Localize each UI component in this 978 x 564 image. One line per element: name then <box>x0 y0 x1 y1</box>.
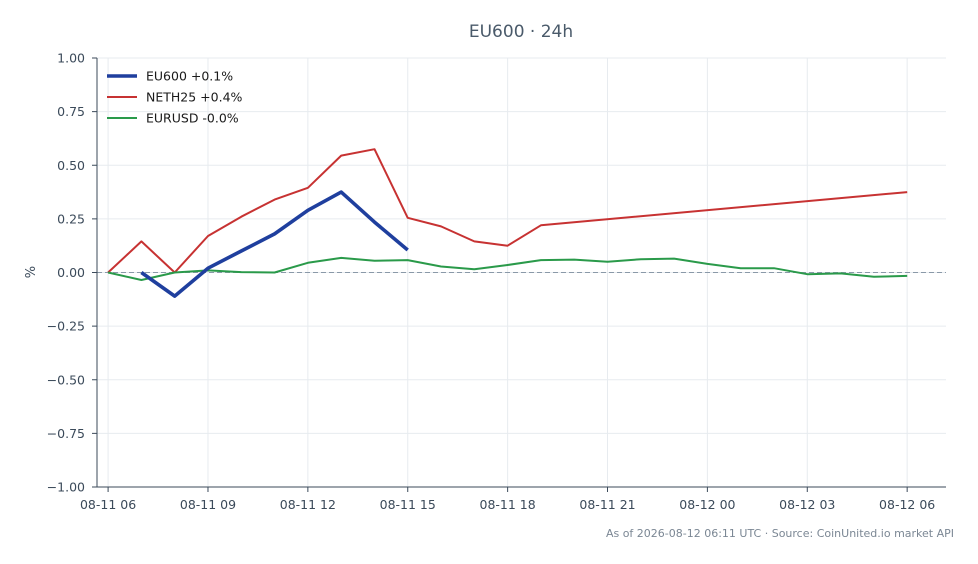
x-tick-label: 08-11 18 <box>480 497 536 512</box>
series-lines <box>107 148 908 298</box>
y-axis-label: % <box>24 266 39 278</box>
legend-label: EURUSD -0.0% <box>146 111 239 126</box>
chart-title: EU600 · 24h <box>469 22 573 42</box>
x-tick-label: 08-12 03 <box>779 497 835 512</box>
x-tick-label: 08-12 00 <box>679 497 735 512</box>
y-tick-label: 1.00 <box>57 51 85 66</box>
series-line-0 <box>140 190 409 298</box>
x-tick-label: 08-12 06 <box>879 497 935 512</box>
legend-label: NETH25 +0.4% <box>146 90 243 105</box>
legend: EU600 +0.1% NETH25 +0.4% EURUSD -0.0% <box>107 69 243 126</box>
x-tick-label: 08-11 06 <box>80 497 136 512</box>
y-tick-label: 0.75 <box>57 104 85 119</box>
y-tick-label: −1.00 <box>47 480 85 495</box>
x-axis-ticks: 08-11 06 08-11 09 08-11 12 08-11 15 08-11 18… <box>80 487 935 512</box>
x-tick-label: 08-11 21 <box>579 497 635 512</box>
y-tick-label: −0.25 <box>47 319 85 334</box>
x-tick-label: 08-11 09 <box>180 497 236 512</box>
y-axis-ticks: 1.00 0.75 0.50 0.25 0.00 −0.25 −0.50 −0.75 −1.00 <box>47 51 97 495</box>
x-tick-label: 08-11 12 <box>280 497 336 512</box>
y-tick-label: −0.75 <box>47 426 85 441</box>
series-line-2 <box>107 256 908 281</box>
y-tick-label: 0.00 <box>57 265 85 280</box>
y-tick-label: 0.25 <box>57 211 85 226</box>
y-tick-label: 0.50 <box>57 158 85 173</box>
legend-label: EU600 +0.1% <box>146 69 233 84</box>
source-footnote: As of 2026-08-12 06:11 UTC · Source: Coi… <box>606 527 954 540</box>
series-line-1 <box>107 148 908 274</box>
x-tick-label: 08-11 15 <box>380 497 436 512</box>
y-tick-label: −0.50 <box>47 372 85 387</box>
